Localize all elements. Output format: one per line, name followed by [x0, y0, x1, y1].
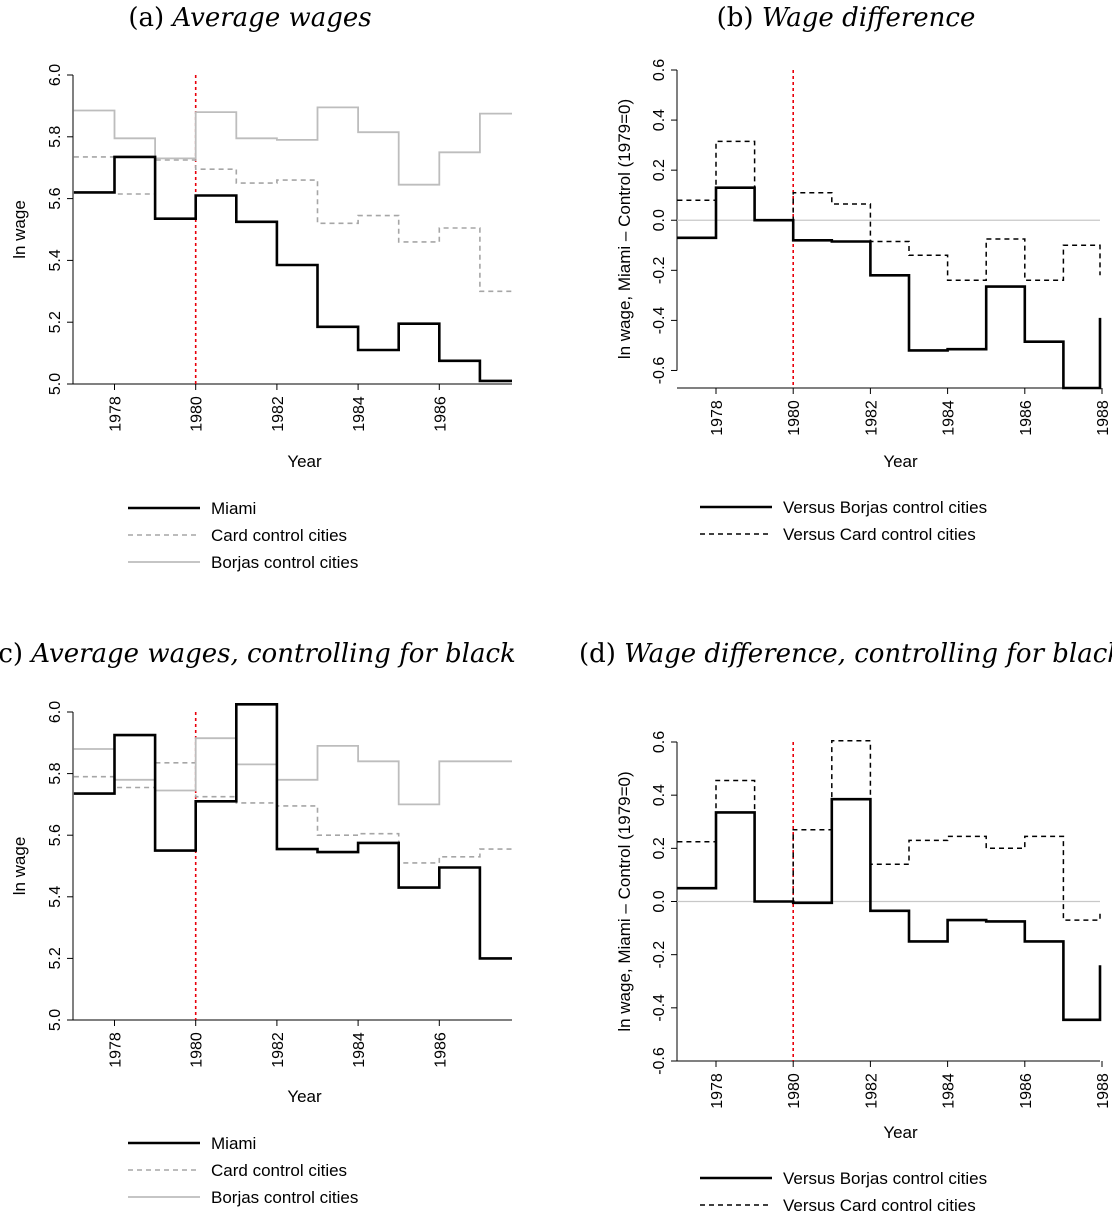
panel-title-text: Average wages, controlling for black	[29, 639, 516, 669]
x-axis-label: Year	[883, 452, 918, 471]
y-tick-label: 0.4	[651, 784, 668, 806]
panel-c: (c) Average wages, controlling for black…	[0, 639, 516, 1207]
panel-title-prefix: (c)	[0, 639, 31, 669]
panel-title-text: Wage difference	[762, 3, 976, 33]
y-tick-label: 0.6	[651, 731, 668, 753]
panel-title: (d) Wage difference, controlling for bla…	[579, 639, 1112, 669]
series-line-miami	[73, 155, 512, 383]
y-tick-label: 5.4	[47, 886, 64, 908]
panel-a: (a) Average wages 5.0 5.2 5.4 5.6 5.8 6.0 ln wa…	[10, 3, 512, 572]
x-tick-label: 1984	[941, 1073, 958, 1109]
x-tick-label: 1982	[863, 400, 880, 436]
panel-title: (a) Average wages	[128, 3, 371, 33]
x-tick-label: 1988	[1095, 1073, 1112, 1109]
series-line-card-control-cities	[73, 762, 512, 864]
x-axis-label: Year	[883, 1123, 918, 1142]
y-tick-label: 5.8	[47, 126, 64, 148]
legend-label: Versus Borjas control cities	[783, 1169, 987, 1188]
legend-label: Borjas control cities	[211, 553, 358, 572]
x-tick-label: 1984	[351, 396, 368, 432]
y-tick-label: 0.2	[651, 159, 668, 181]
y-tick-label: -0.2	[651, 941, 668, 969]
x-tick-label: 1978	[709, 400, 726, 436]
x-tick-label: 1986	[432, 396, 449, 432]
series-line-versus-borjas-control-cities	[677, 186, 1102, 390]
y-tick-label: 5.2	[47, 311, 64, 333]
x-tick-label: 1982	[270, 396, 287, 432]
legend: Miami Card control cities Borjas control c…	[128, 1134, 358, 1207]
legend: Miami Card control cities Borjas control c…	[128, 499, 358, 572]
x-axis-label: Year	[287, 1087, 322, 1106]
legend-label: Versus Card control cities	[783, 1196, 976, 1213]
legend: Versus Borjas control cities Versus Card …	[700, 1169, 987, 1213]
x-tick-label: 1980	[189, 1032, 206, 1068]
series-line-card-control-cities	[73, 156, 512, 293]
legend: Versus Borjas control cities Versus Card …	[700, 498, 987, 544]
series-line-versus-card-control-cities	[677, 739, 1101, 921]
y-tick-label: -0.4	[651, 307, 668, 335]
panel-title-prefix: (d)	[579, 639, 624, 669]
y-axis-label: ln wage	[10, 837, 29, 896]
legend-label: Miami	[211, 1134, 256, 1153]
panel-title-text: Average wages	[170, 3, 371, 33]
series-line-versus-card-control-cities	[677, 140, 1101, 282]
x-tick-label: 1988	[1095, 400, 1112, 436]
legend-label: Card control cities	[211, 526, 347, 545]
x-tick-label: 1986	[1018, 400, 1035, 436]
y-tick-label: 0.4	[651, 109, 668, 131]
legend-label: Versus Card control cities	[783, 525, 976, 544]
x-tick-label: 1984	[351, 1032, 368, 1068]
y-axis-label: ln wage, Miami – Control (1979=0)	[615, 771, 634, 1031]
x-tick-label: 1978	[108, 1032, 125, 1068]
legend-label: Miami	[211, 499, 256, 518]
y-axis-label: ln wage	[10, 200, 29, 259]
y-tick-label: 0.2	[651, 837, 668, 859]
series-line-borjas-control-cities	[73, 737, 512, 806]
x-tick-label: 1986	[1018, 1073, 1035, 1109]
y-tick-label: 5.6	[47, 824, 64, 846]
x-tick-label: 1980	[189, 396, 206, 432]
y-tick-label: -0.6	[651, 1047, 668, 1075]
y-tick-label: -0.2	[651, 256, 668, 284]
legend-label: Card control cities	[211, 1161, 347, 1180]
x-tick-label: 1982	[270, 1032, 287, 1068]
panel-title-prefix: (a)	[128, 3, 172, 33]
legend-label: Borjas control cities	[211, 1188, 358, 1207]
x-tick-label: 1980	[786, 400, 803, 436]
x-tick-label: 1982	[863, 1073, 880, 1109]
y-tick-label: 0.0	[651, 209, 668, 231]
x-tick-label: 1978	[108, 396, 125, 432]
x-tick-label: 1978	[709, 1073, 726, 1109]
y-tick-label: -0.4	[651, 994, 668, 1022]
x-axis-label: Year	[287, 452, 322, 471]
y-tick-label: 0.6	[651, 59, 668, 81]
x-tick-label: 1986	[432, 1032, 449, 1068]
legend-label: Versus Borjas control cities	[783, 498, 987, 517]
y-tick-label: -0.6	[651, 357, 668, 385]
y-tick-label: 0.0	[651, 890, 668, 912]
y-tick-label: 5.0	[47, 1009, 64, 1031]
y-tick-label: 5.8	[47, 762, 64, 784]
y-tick-label: 6.0	[47, 701, 64, 723]
y-tick-label: 5.0	[47, 373, 64, 395]
y-axis-label: ln wage, Miami – Control (1979=0)	[615, 99, 634, 359]
panel-title-prefix: (b)	[717, 3, 762, 33]
y-tick-label: 5.2	[47, 947, 64, 969]
panel-b: (b) Wage difference -0.6 -0.4 -0.2 0.0 0.2 0.4…	[615, 3, 1112, 544]
x-tick-label: 1984	[941, 400, 958, 436]
panel-title: (c) Average wages, controlling for black	[0, 639, 516, 669]
series-line-versus-borjas-control-cities	[677, 797, 1102, 1022]
series-line-miami	[73, 703, 512, 960]
series-line-borjas-control-cities	[73, 106, 512, 186]
y-tick-label: 6.0	[47, 64, 64, 86]
y-tick-label: 5.6	[47, 187, 64, 209]
y-tick-label: 5.4	[47, 249, 64, 271]
panel-title-text: Wage difference, controlling for black	[624, 639, 1112, 669]
panel-d: (d) Wage difference, controlling for bla…	[579, 639, 1112, 1213]
x-tick-label: 1980	[786, 1073, 803, 1109]
panel-title: (b) Wage difference	[717, 3, 976, 33]
